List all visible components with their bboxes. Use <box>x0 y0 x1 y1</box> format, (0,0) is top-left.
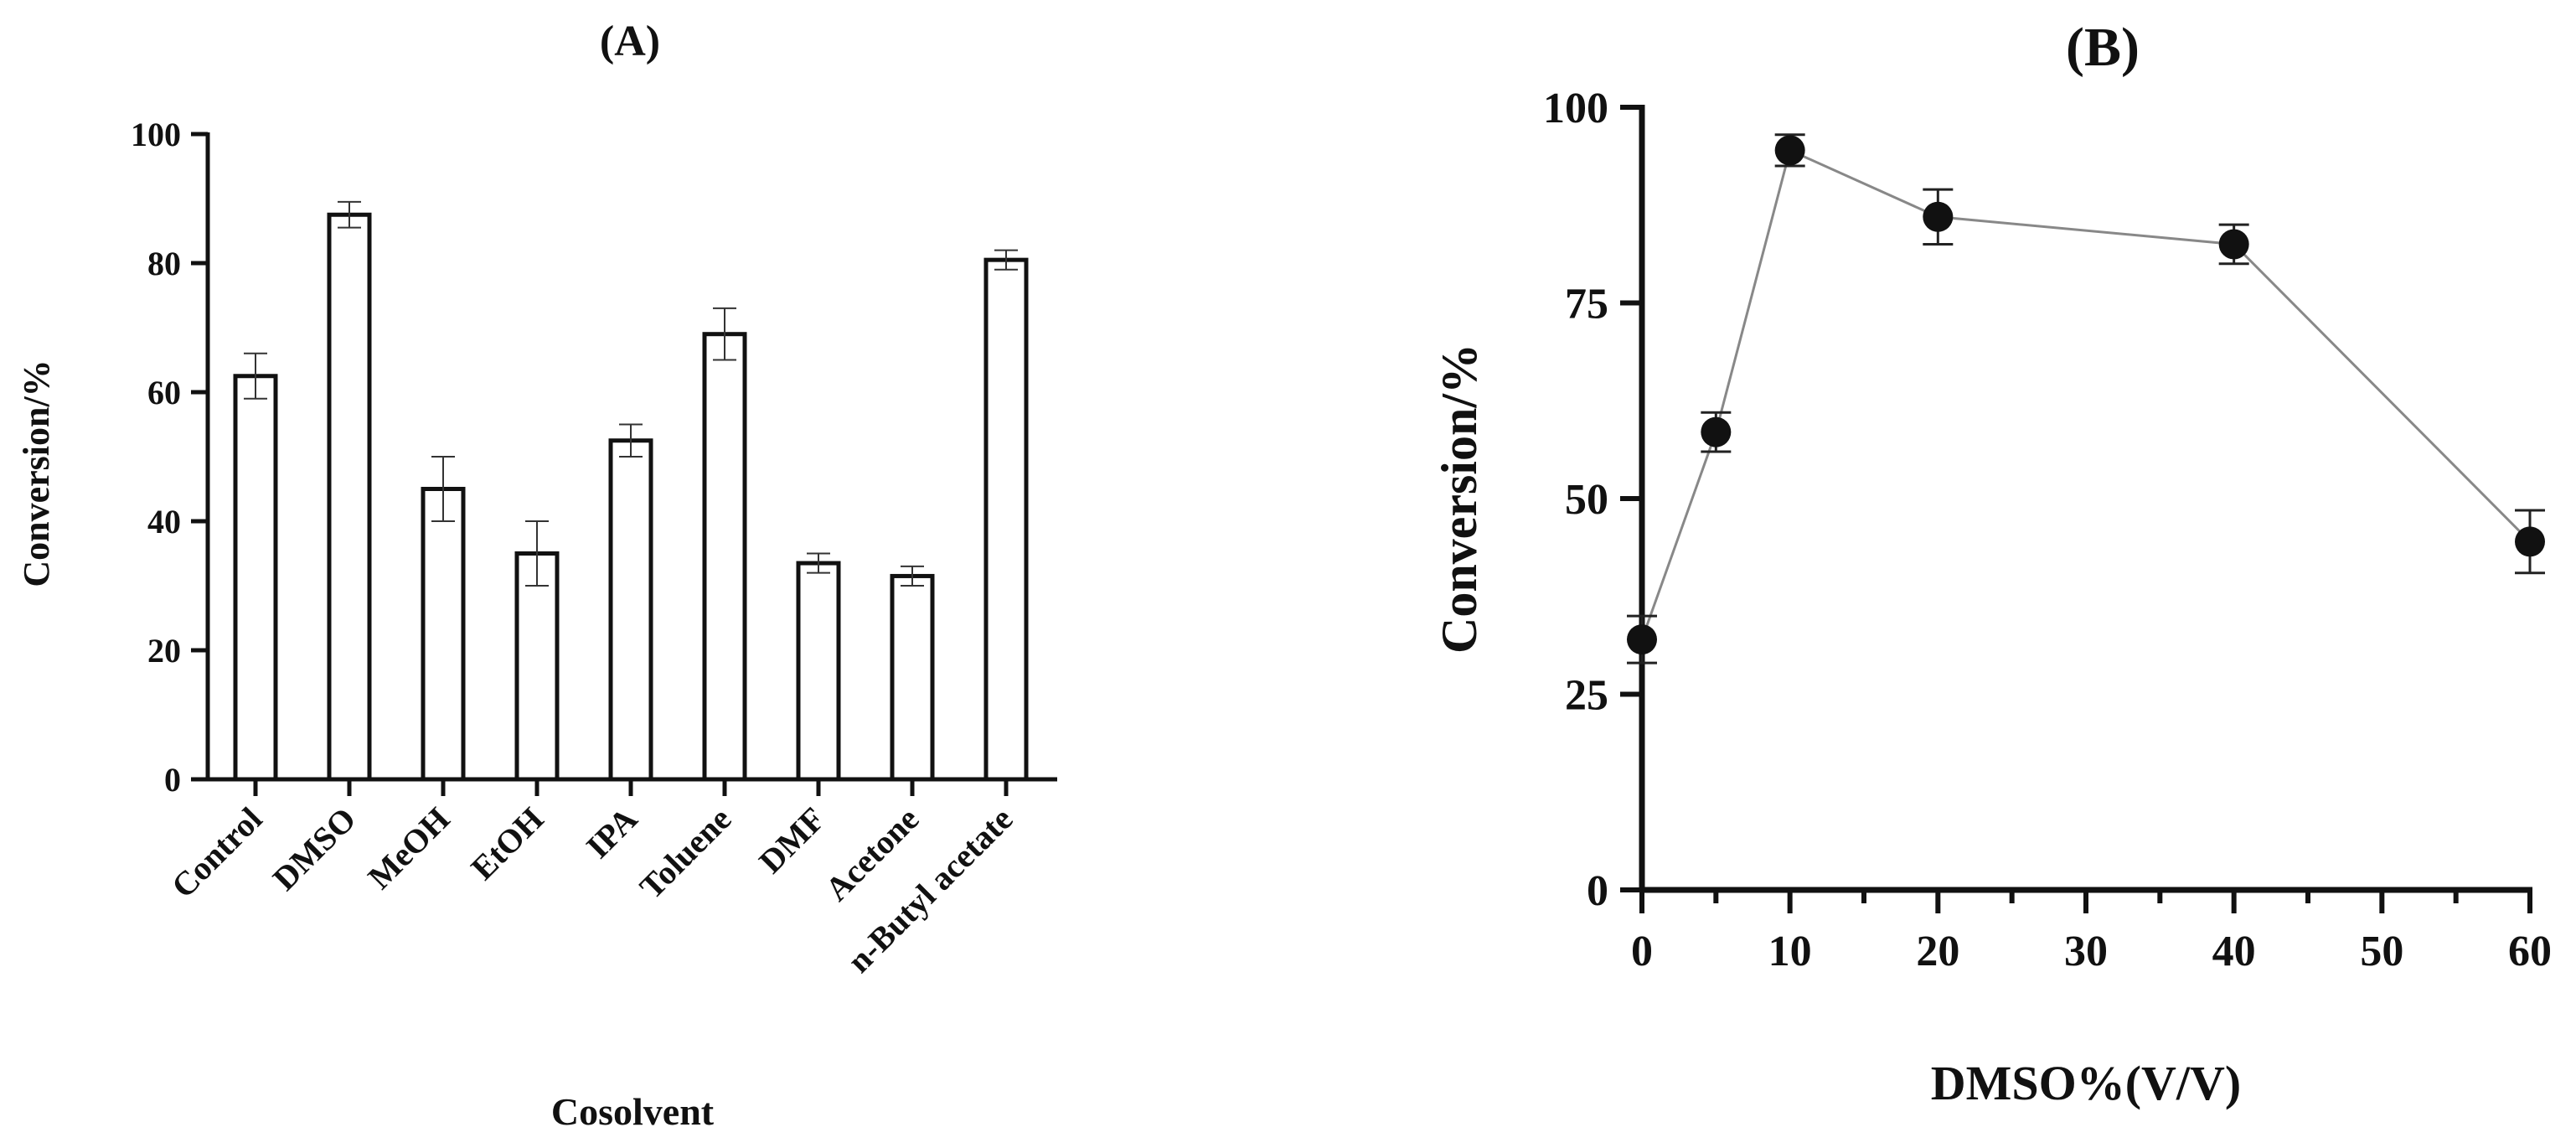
chart-a-x-tick-label: MeOH <box>360 800 457 897</box>
chart-b-point <box>1923 201 1954 232</box>
chart-a-x-tick-label: IPA <box>579 799 645 866</box>
chart-a-x-tick-label: EtOH <box>463 800 550 887</box>
chart-b-point <box>1627 624 1657 655</box>
chart-b-axes <box>1639 105 2532 893</box>
chart-b-series <box>1640 148 2532 640</box>
chart-a-bar <box>702 332 747 782</box>
chart-a-bar <box>983 257 1029 782</box>
chart-a-y-ticks: 0 20 40 60 80 100 <box>131 116 208 799</box>
chart-a-error-bars <box>244 200 1018 587</box>
chart-a-y-axis-label: Conversion/% <box>16 359 57 587</box>
chart-b-x-tick-label: 30 <box>2064 928 2108 975</box>
chart-a-bar <box>890 573 935 782</box>
chart-a-x-tick-label: Toluene <box>632 800 739 907</box>
chart-b-panel-label: (B) <box>2066 17 2140 78</box>
chart-b-y-tick-label: 25 <box>1565 672 1608 720</box>
chart-a-y-tick-label: 80 <box>147 245 181 282</box>
chart-b-x-ticks: 0 10 20 30 40 50 60 <box>1631 890 2552 975</box>
chart-b-y-tick-label: 75 <box>1565 281 1608 328</box>
chart-b-point <box>1701 416 1732 447</box>
chart-b-y-ticks: 0 25 50 75 100 <box>1543 85 1642 915</box>
chart-a-bar <box>608 438 653 782</box>
chart-b-x-tick-label: 50 <box>2360 928 2403 975</box>
chart-b-point <box>2218 229 2249 260</box>
chart-b-point <box>1774 135 1805 166</box>
chart-a-x-tick-label: DMSO <box>266 800 364 898</box>
chart-a-y-tick-label: 60 <box>147 374 181 411</box>
chart-b-x-tick-label: 10 <box>1768 928 1812 975</box>
chart-a-bar <box>421 487 466 782</box>
chart-a-bar <box>327 212 372 782</box>
chart-b-y-tick-label: 0 <box>1587 867 1608 915</box>
chart-b-x-tick-label: 0 <box>1631 928 1653 975</box>
chart-a-x-tick-label: DMF <box>751 800 832 881</box>
chart-b-x-axis-label: DMSO%(V/V) <box>1931 1056 2242 1110</box>
chart-a-x-axis-label: Cosolvent <box>551 1090 715 1133</box>
chart-b-x-tick-label: 60 <box>2508 928 2552 975</box>
chart-b-point <box>2515 526 2545 557</box>
chart-a-panel-label: (A) <box>600 18 660 65</box>
chart-a-bar <box>796 561 841 782</box>
chart-a: (A) Conversion/% Cosolvent 020406080100 … <box>16 18 1057 1133</box>
chart-b-series-line <box>1640 148 2532 640</box>
chart-a-y-tick-label: 20 <box>147 632 181 670</box>
chart-a-bars <box>233 212 1029 782</box>
chart-b-x-tick-label: 20 <box>1916 928 1959 975</box>
chart-a-bar <box>233 374 278 782</box>
chart-b-x-tick-label: 40 <box>2212 928 2256 975</box>
chart-b-y-axis-label: Conversion/% <box>1432 344 1487 654</box>
chart-a-y-tick-label: 0 <box>164 761 181 799</box>
chart-b-points <box>1627 135 2545 655</box>
chart-b-y-tick-label: 100 <box>1543 85 1608 132</box>
chart-a-x-tick-label: Control <box>164 800 270 906</box>
chart-a-x-tick-label: n-Butyl acetate <box>840 800 1020 980</box>
chart-a-y-tick-label: 40 <box>147 503 181 540</box>
chart-b-error-bars <box>1627 133 2545 664</box>
chart-b-y-tick-label: 50 <box>1565 476 1608 524</box>
chart-a-bar <box>514 551 560 782</box>
chart-a-y-tick-label: 100 <box>131 116 181 153</box>
